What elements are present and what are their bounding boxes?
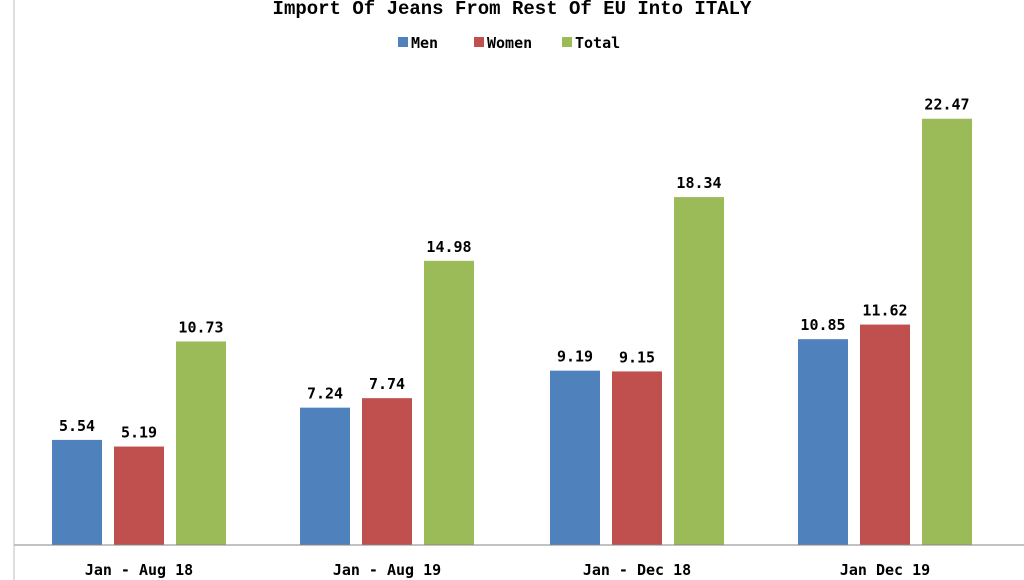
bar-total-jan-aug-19 <box>424 260 474 545</box>
bar-men-jan-dec-19 <box>798 339 848 545</box>
bar-women-jan-dec-19 <box>860 324 910 545</box>
value-label-men-jan-dec-18: 9.19 <box>557 348 593 366</box>
legend-item-total: Total <box>562 34 620 52</box>
legend-label-women: Women <box>487 34 532 52</box>
bar-men-jan-dec-18 <box>550 370 600 545</box>
bar-women-jan-dec-18 <box>612 371 662 545</box>
bar-men-jan-aug-19 <box>300 407 350 545</box>
bar-total-jan-dec-18 <box>674 197 724 545</box>
bar-women-jan-aug-19 <box>362 398 412 545</box>
value-label-total-jan-aug-19: 14.98 <box>426 238 471 256</box>
legend-label-men: Men <box>411 34 438 52</box>
value-label-women-jan-dec-18: 9.15 <box>619 348 655 366</box>
value-label-men-jan-aug-19: 7.24 <box>307 385 343 403</box>
legend-swatch-total <box>562 37 572 47</box>
value-label-total-jan-dec-19: 22.47 <box>924 96 969 114</box>
bar-women-jan-aug-18 <box>114 446 164 545</box>
value-label-women-jan-aug-18: 5.19 <box>121 424 157 442</box>
chart-title: Import Of Jeans From Rest Of EU Into ITA… <box>273 0 752 20</box>
value-label-women-jan-dec-19: 11.62 <box>862 302 907 320</box>
value-label-total-jan-dec-18: 18.34 <box>676 174 721 192</box>
category-label-jan-aug-19: Jan - Aug 19 <box>333 561 441 579</box>
category-label-jan-dec-19: Jan Dec 19 <box>840 561 930 579</box>
bar-total-jan-dec-19 <box>922 118 972 545</box>
bar-men-jan-aug-18 <box>52 439 102 545</box>
value-label-men-jan-dec-19: 10.85 <box>800 316 845 334</box>
category-label-jan-aug-18: Jan - Aug 18 <box>85 561 193 579</box>
value-label-women-jan-aug-19: 7.74 <box>369 375 405 393</box>
value-label-men-jan-aug-18: 5.54 <box>59 417 95 435</box>
category-label-jan-dec-18: Jan - Dec 18 <box>583 561 691 579</box>
value-label-total-jan-aug-18: 10.73 <box>178 318 223 336</box>
legend: Men Women Total <box>398 34 620 52</box>
bar-total-jan-aug-18 <box>176 341 226 545</box>
legend-item-women: Women <box>474 34 532 52</box>
bars-group <box>52 118 972 545</box>
legend-item-men: Men <box>398 34 438 52</box>
legend-label-total: Total <box>575 34 620 52</box>
category-labels-group: Jan - Aug 18 Jan - Aug 19 Jan - Dec 18 Jan … <box>85 561 930 579</box>
legend-swatch-men <box>398 37 408 47</box>
value-labels-group: 5.54 5.19 10.73 7.24 7.74 14.98 9.19 9.15 18.34 1… <box>59 96 970 442</box>
legend-swatch-women <box>474 37 484 47</box>
